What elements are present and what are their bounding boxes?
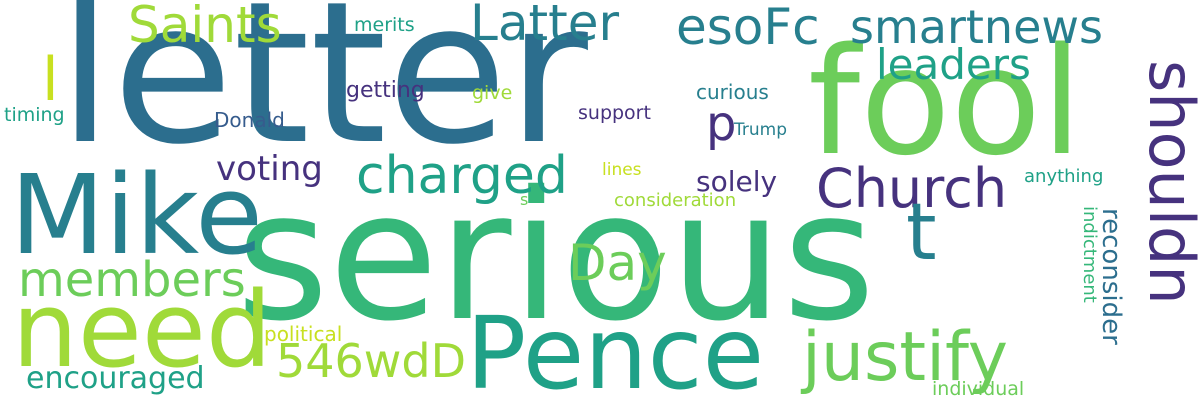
word-voting: voting (216, 149, 323, 189)
word-charged: charged (356, 146, 568, 206)
word-s: s (520, 190, 529, 209)
word-trump: Trump (734, 120, 788, 140)
word-give: give (472, 82, 513, 104)
word-l: l (42, 45, 59, 115)
word-lines: lines (602, 160, 642, 180)
word-justify: justify (802, 318, 1008, 397)
word-indictment: indictment (1079, 206, 1100, 303)
word-consideration: consideration (614, 190, 737, 211)
word-encouraged: encouraged (26, 361, 205, 396)
word-esofc: esoFc (676, 0, 820, 56)
word-smartnews: smartnews (850, 0, 1103, 54)
word-donald: Donald (214, 108, 285, 132)
word-members: members (18, 252, 246, 308)
word-solely: solely (696, 165, 778, 198)
word-church: Church (816, 157, 1008, 220)
word-timing: timing (4, 104, 65, 126)
word-serious: serious (236, 153, 876, 360)
word-political: political (264, 322, 343, 346)
word-latter: Latter (470, 0, 620, 52)
word-shouldn: shouldn (1135, 60, 1200, 305)
word-support: support (578, 102, 651, 124)
word-t: t (906, 188, 937, 278)
word-saints: Saints (128, 0, 282, 54)
word-reconsider: reconsider (1096, 208, 1126, 345)
word-individual: individual (932, 378, 1025, 400)
word-leaders: leaders (876, 40, 1031, 89)
word-letter: letter (58, 0, 588, 188)
word-p: p (706, 96, 737, 152)
word-need: need (12, 269, 272, 391)
word-getting: getting (346, 78, 425, 103)
word-merits: merits (354, 14, 415, 36)
word-curious: curious (696, 80, 769, 104)
word-fool: fool (808, 16, 1083, 188)
word-anything: anything (1024, 166, 1104, 187)
word-day: Day (568, 234, 667, 292)
word-pence: Pence (466, 295, 765, 400)
word-546wdd: 546wdD (276, 334, 467, 388)
word-mike: Mike (10, 151, 263, 279)
